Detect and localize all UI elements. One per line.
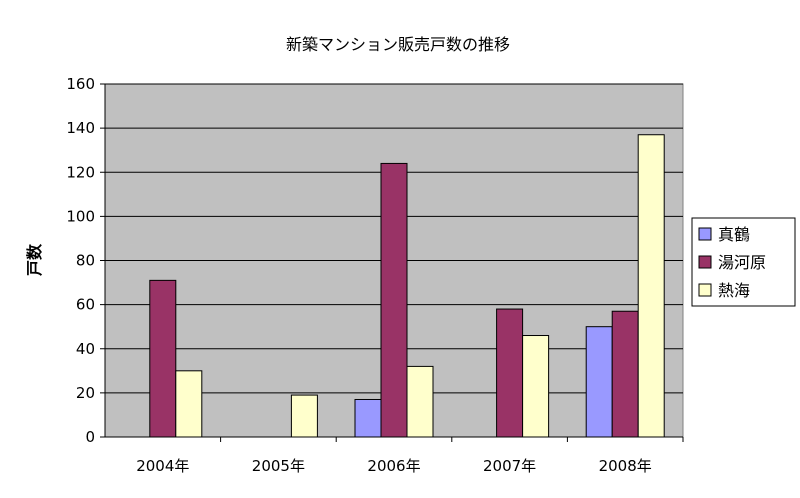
x-tick-label: 2005年 [252, 457, 305, 475]
bar-2-2 [406, 365, 434, 438]
x-tick-label: 2006年 [367, 457, 420, 475]
y-tick-label: 60 [76, 296, 95, 314]
legend-label-0: 真鶴 [718, 225, 750, 244]
bar-1-0 [149, 279, 177, 438]
bar-2-0 [175, 370, 203, 438]
y-tick-label: 100 [66, 207, 95, 225]
bar-0-4 [585, 326, 613, 438]
bar-2-1 [290, 394, 318, 438]
plot-area: 0 20 40 60 80 100 120 140 160 2004年 2005年 2006年 2007… [66, 75, 684, 475]
x-tick-label: 2008年 [599, 457, 652, 475]
y-tick-label: 80 [76, 252, 95, 270]
x-tick-label: 2007年 [483, 457, 536, 475]
bar-2-3 [522, 335, 550, 438]
y-tick-label: 0 [85, 428, 95, 446]
y-tick-label: 20 [76, 384, 95, 402]
legend-swatch-1 [698, 255, 712, 269]
bar-1-4 [611, 310, 639, 438]
bar-1-2 [380, 162, 408, 438]
bar-1-3 [496, 308, 524, 438]
y-tick-label: 160 [66, 75, 95, 93]
y-axis-label: 戸数 [25, 243, 44, 276]
y-tick-label: 40 [76, 340, 95, 358]
legend-swatch-0 [698, 227, 712, 241]
y-tick-label: 140 [66, 119, 95, 137]
x-tick-label: 2004年 [136, 457, 189, 475]
bar-0-2 [354, 398, 382, 438]
bar-2-4 [637, 134, 665, 438]
y-tick-label: 120 [66, 163, 95, 181]
chart-title: 新築マンション販売戸数の推移 [286, 35, 510, 54]
legend-label-2: 熱海 [718, 281, 750, 300]
legend-label-1: 湯河原 [718, 253, 766, 272]
legend-swatch-2 [698, 283, 712, 297]
